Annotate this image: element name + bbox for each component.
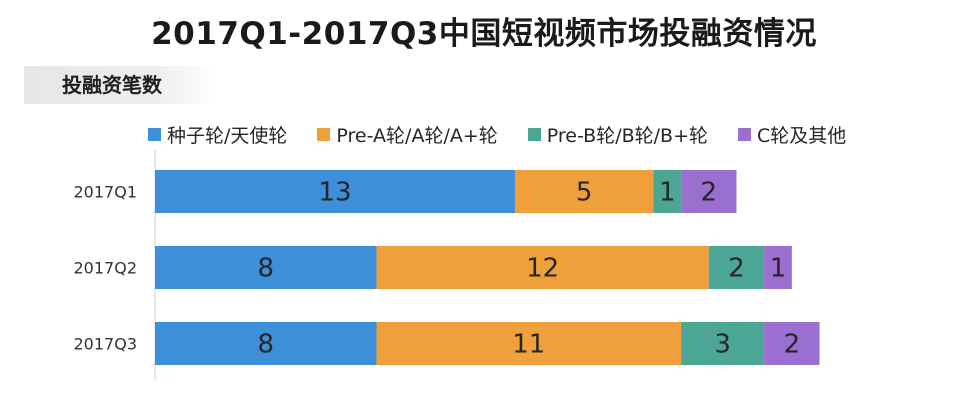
subtitle-text: 投融资笔数 — [62, 73, 162, 97]
legend-swatch-round-c — [738, 127, 751, 141]
bar-segment — [155, 322, 377, 365]
bar-value-label: 8 — [257, 330, 274, 360]
legend-item-round-c: C轮及其他 — [738, 121, 846, 148]
legend-swatch-round-a — [317, 127, 331, 141]
legend-item-round-a: Pre-A轮/A轮/A+轮 — [317, 121, 498, 148]
bar-segment — [514, 170, 654, 213]
legend: 种子轮/天使轮 Pre-A轮/A轮/A+轮 Pre-B轮/B轮/B+轮 C轮及其… — [148, 121, 846, 147]
bar-value-label: 5 — [576, 178, 593, 208]
legend-swatch-round-b — [527, 127, 541, 141]
bar-segment — [764, 246, 792, 289]
bar-segment — [681, 170, 737, 213]
subtitle-tag: 投融资笔数 — [24, 66, 214, 104]
bar-value-label: 8 — [257, 254, 274, 284]
category-label: 2017Q1 — [74, 183, 138, 202]
bar-value-label: 2 — [784, 330, 801, 360]
bar-value-label: 3 — [714, 330, 731, 360]
legend-label-round-c: C轮及其他 — [757, 124, 847, 147]
category-label: 2017Q2 — [74, 259, 138, 278]
bar-segment — [708, 246, 765, 289]
chart-title: 2017Q1-2017Q3中国短视频市场投融资情况 — [151, 16, 817, 52]
bar-value-label: 12 — [526, 254, 559, 284]
bar-segment — [155, 170, 515, 213]
bar-segment — [376, 246, 709, 289]
bar-segment — [681, 322, 765, 365]
bar-value-label: 1 — [659, 178, 676, 208]
legend-label-round-b: Pre-B轮/B轮/B+轮 — [546, 124, 708, 147]
legend-item-seed: 种子轮/天使轮 — [148, 121, 287, 148]
bar-value-label: 2 — [701, 178, 718, 208]
legend-label-seed: 种子轮/天使轮 — [167, 124, 288, 147]
bar-segment — [653, 170, 682, 213]
legend-item-round-b: Pre-B轮/B轮/B+轮 — [527, 121, 708, 148]
bar-segment — [764, 322, 820, 365]
legend-label-round-a: Pre-A轮/A轮/A+轮 — [336, 124, 498, 147]
category-label: 2017Q3 — [74, 335, 138, 354]
bar-value-label: 2 — [728, 254, 745, 284]
bar-value-label: 11 — [512, 330, 545, 360]
bar-value-label: 13 — [318, 178, 351, 208]
bar-segment — [376, 322, 682, 365]
legend-swatch-seed — [148, 127, 161, 141]
bar-segment — [155, 246, 377, 289]
bar-value-label: 1 — [770, 254, 787, 284]
